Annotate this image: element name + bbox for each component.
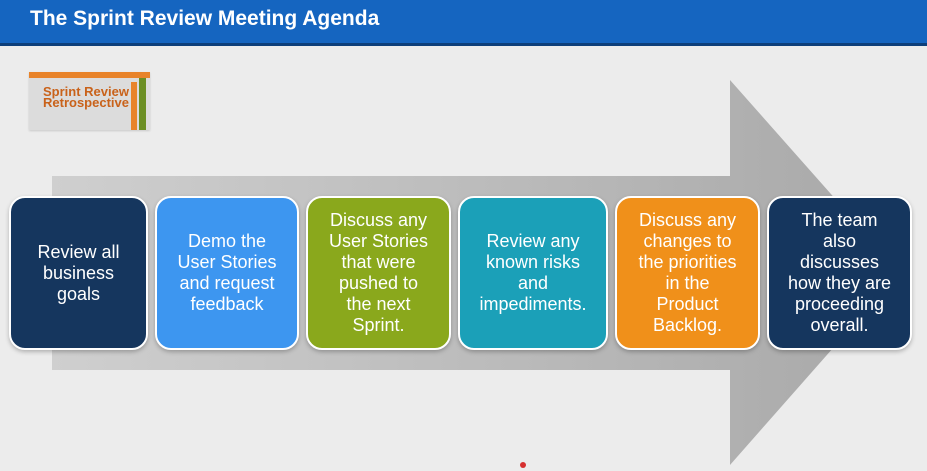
slide-title: The Sprint Review Meeting Agenda	[30, 7, 380, 30]
sprint-review-logo: Sprint Review Retrospective	[29, 72, 150, 130]
agenda-card-2: Demo the User Stories and request feedba…	[155, 196, 299, 350]
agenda-card-5: Discuss any changes to the priorities in…	[615, 196, 760, 350]
agenda-card-4: Review any known risks and impediments.	[458, 196, 608, 350]
logo-text: Sprint Review Retrospective	[43, 84, 129, 110]
cursor-indicator	[520, 462, 526, 468]
agenda-card-1: Review all business goals	[9, 196, 148, 350]
agenda-card-text: Review any known risks and impediments.	[479, 231, 587, 314]
title-bar: The Sprint Review Meeting Agenda	[0, 0, 927, 46]
agenda-card-text: Demo the User Stories and request feedba…	[177, 231, 277, 314]
agenda-card-3: Discuss any User Stories that were pushe…	[306, 196, 451, 350]
agenda-card-text: Review all business goals	[37, 241, 120, 304]
agenda-card-text: Discuss any changes to the priorities in…	[638, 210, 737, 335]
agenda-card-6: The team also discusses how they are pro…	[767, 196, 912, 350]
agenda-card-text: Discuss any User Stories that were pushe…	[328, 210, 429, 335]
agenda-card-text: The team also discusses how they are pro…	[787, 210, 892, 335]
